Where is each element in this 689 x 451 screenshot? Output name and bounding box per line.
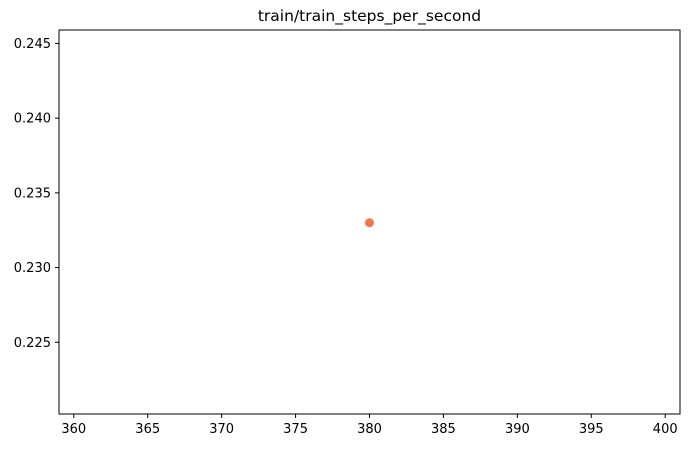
x-tick-label: 385 <box>431 422 456 437</box>
y-tick-label: 0.240 <box>14 112 51 127</box>
data-point <box>365 218 374 228</box>
x-tick-label: 365 <box>135 422 160 437</box>
y-tick-label: 0.230 <box>14 261 51 276</box>
x-tick-label: 375 <box>283 422 308 437</box>
chart-title: train/train_steps_per_second <box>258 7 481 26</box>
x-tick-label: 380 <box>357 422 382 437</box>
x-tick-label: 390 <box>505 422 530 437</box>
x-tick-label: 395 <box>579 422 604 437</box>
x-tick-label: 360 <box>61 422 86 437</box>
plot-area: 360 365 370 375 380 385 390 395 400 0.225 0.230 0.2… <box>14 29 681 437</box>
x-tick-label: 370 <box>209 422 234 437</box>
y-tick-label: 0.225 <box>14 336 51 351</box>
x-tick-label: 400 <box>653 422 678 437</box>
y-tick-label: 0.235 <box>14 186 51 201</box>
y-tick-label: 0.245 <box>14 37 51 52</box>
